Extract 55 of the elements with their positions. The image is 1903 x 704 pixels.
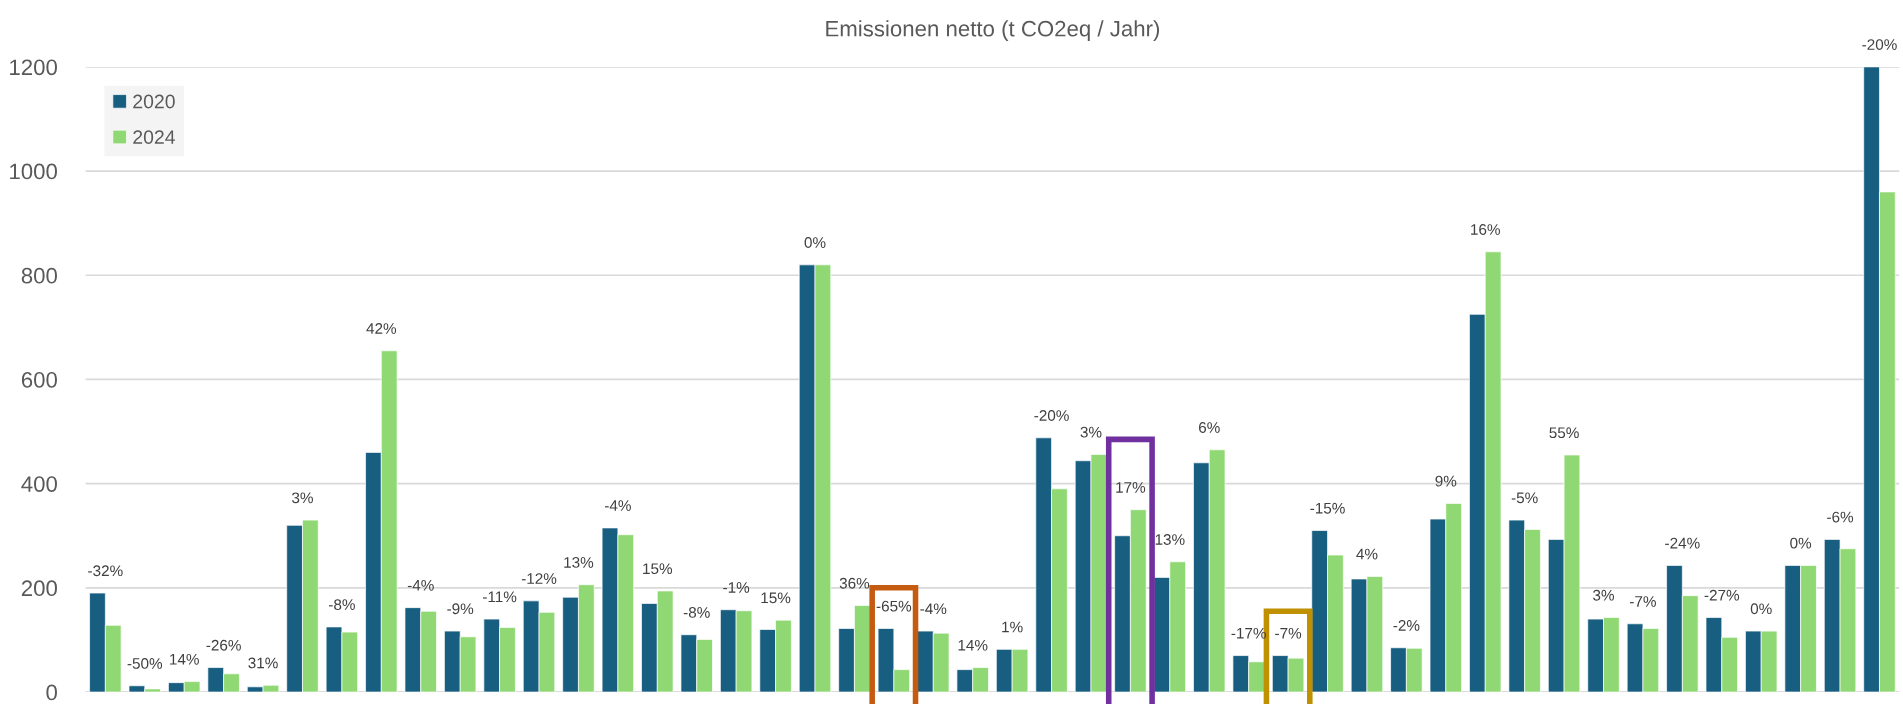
- annotation: 36%: [839, 577, 870, 589]
- annotation: -9%: [447, 603, 474, 615]
- annotation: -8%: [328, 599, 355, 610]
- annotation: 6%: [1198, 422, 1220, 433]
- annotation: -26%: [206, 639, 241, 651]
- annotation: 9%: [1435, 475, 1457, 487]
- y-tick-label: 0: [46, 684, 57, 701]
- y-tick-label: 400: [21, 476, 57, 492]
- annotation: -15%: [1310, 502, 1345, 514]
- annotation: 55%: [1549, 427, 1579, 439]
- legend-label: 2020: [133, 94, 175, 109]
- annotation: -20%: [1034, 410, 1069, 421]
- y-tick-label: 200: [21, 580, 57, 597]
- annotation: -4%: [920, 603, 947, 615]
- annotation: 3%: [1593, 589, 1614, 601]
- annotation: 0%: [1790, 537, 1812, 549]
- annotation: -7%: [1630, 596, 1656, 607]
- annotation: -2%: [1393, 620, 1420, 631]
- text: -20%: [1862, 39, 1897, 50]
- annotation: -65%: [876, 600, 912, 612]
- annotation: -5%: [1511, 492, 1538, 504]
- annotation: 0%: [804, 237, 826, 248]
- annotation: 15%: [761, 592, 791, 604]
- annotation: -4%: [407, 579, 434, 591]
- annotation: 3%: [1080, 426, 1102, 438]
- annotation: 14%: [170, 653, 199, 665]
- annotation: 16%: [1471, 224, 1500, 235]
- y-tick-label: 800: [21, 267, 57, 284]
- annotation: 15%: [643, 563, 673, 575]
- annotation: -32%: [88, 565, 123, 577]
- annotation: -11%: [483, 591, 517, 603]
- annotation: 42%: [366, 323, 397, 334]
- annotation: -8%: [683, 607, 710, 618]
- annotation: -24%: [1665, 537, 1700, 549]
- annotation: 3%: [292, 492, 313, 504]
- annotation: -1%: [723, 582, 750, 593]
- annotation: 0%: [1750, 603, 1772, 615]
- y-tick-label: 1200: [10, 59, 57, 76]
- annotation: 17%: [1116, 482, 1146, 493]
- annotation: -7%: [1275, 627, 1302, 639]
- annotation: -4%: [604, 500, 631, 511]
- annotation: 31%: [248, 657, 278, 669]
- annotation: -50%: [127, 658, 163, 669]
- annotation: 13%: [564, 556, 594, 568]
- annotation: 14%: [958, 639, 988, 651]
- annotation: 1%: [1002, 621, 1023, 633]
- chart-title: Emissionen netto (t CO2eq / Jahr): [826, 20, 1160, 41]
- y-tick-label: 600: [21, 371, 57, 388]
- annotation: 4%: [1356, 548, 1378, 560]
- legend-label: 2024: [133, 130, 175, 145]
- annotation: -27%: [1704, 589, 1740, 601]
- y-tick-label: 1000: [10, 163, 57, 180]
- annotation: -12%: [521, 573, 557, 584]
- annotation: 13%: [1155, 534, 1185, 545]
- annotation: -6%: [1827, 511, 1854, 523]
